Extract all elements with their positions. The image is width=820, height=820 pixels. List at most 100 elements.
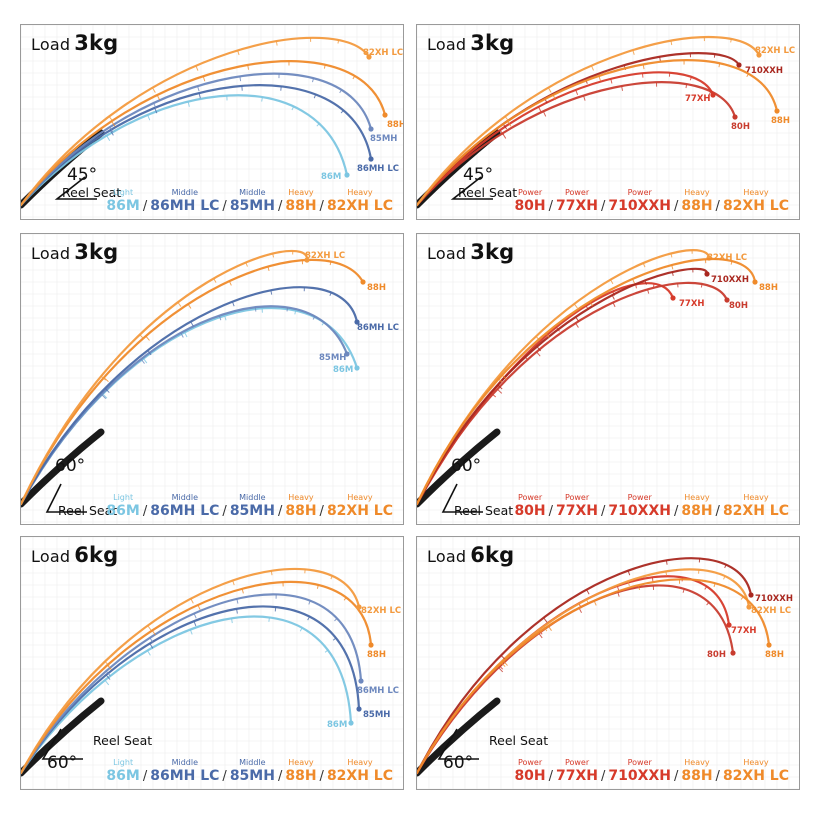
legend-rod-model: 88H [285, 768, 317, 784]
rod-guide-tick [307, 616, 310, 621]
rod-guide-tick [152, 87, 156, 93]
rod-tip-dot [726, 622, 732, 628]
bend-curves-svg: 86M 85MH 86MH LC 88H 82XH LC [21, 537, 403, 789]
legend-power-class: Heavy [743, 188, 769, 197]
legend-separator: / [548, 769, 554, 784]
rod-guide-tick [308, 600, 311, 605]
rod-butt-section [21, 428, 105, 508]
rod-guide-tick [627, 581, 630, 586]
reel-seat-angle-value: 45° [463, 165, 494, 185]
legend-rod-model: 85MH [229, 198, 275, 214]
rod-tip-dot [670, 295, 676, 301]
rod-butt-section [21, 697, 105, 777]
rod-curve-86mh-lc [21, 286, 359, 506]
rod-guide-tick [496, 388, 503, 394]
rod-guide-tick [713, 583, 716, 588]
legend-power-class: Power [627, 758, 652, 767]
rod-guide-tick [294, 310, 297, 315]
rod-curve-80h [417, 81, 737, 207]
rod-legend: Power 80H / Power 77XH / Power 710XXH / Heavy 88H /… [514, 188, 789, 215]
legend-item: Heavy 88H [681, 188, 712, 215]
legend-rod-model: 77XH [556, 768, 599, 784]
legend-item: Heavy 88H [681, 493, 712, 520]
legend-rod-model: 80H [514, 768, 546, 784]
rod-tip-label: 86M [333, 365, 353, 375]
rod-guide-tick [670, 253, 673, 258]
rod-legend: Light 86M / Middle 86MH LC / Middle 85MH / Heavy 8… [106, 493, 393, 520]
rod-guide-tick [536, 351, 541, 357]
rod-guide-tick [147, 650, 151, 656]
rod-guide-tick [193, 621, 197, 627]
legend-rod-model: 82XH LC [722, 768, 789, 784]
rod-guide-tick [316, 123, 320, 127]
rod-guide-tick [598, 75, 602, 82]
legend-separator: / [548, 199, 554, 214]
rod-tip-dot [748, 592, 754, 598]
legend-item: Power 77XH [556, 493, 598, 520]
rod-tip-label: 88H [759, 283, 778, 293]
rod-guide-tick [612, 302, 616, 308]
rod-guide-tick [228, 280, 232, 286]
load-label: Load [31, 547, 71, 566]
legend-separator: / [277, 504, 283, 519]
rod-guide-tick [151, 630, 156, 636]
rod-guide-tick [106, 135, 111, 141]
reel-seat-angle-lines [54, 176, 97, 200]
rod-guide-tick [632, 278, 635, 284]
rod-guide-tick [706, 602, 710, 606]
rod-guide-tick [504, 116, 510, 122]
rod-tip-dot [756, 52, 762, 58]
legend-separator: / [601, 504, 606, 519]
legend-separator: / [142, 199, 148, 214]
rod-guide-tick [189, 629, 193, 635]
rod-guide-tick [236, 598, 239, 604]
bend-panel-p5: 86M 85MH 86MH LC 88H 82XH LC Load 6kg 60° Reel S… [20, 536, 404, 790]
legend-separator: / [673, 769, 679, 784]
rod-guide-tick [247, 64, 250, 70]
rod-guide-tick [330, 575, 333, 580]
rod-guide-tick [575, 322, 579, 328]
legend-power-class: Middle [171, 758, 199, 767]
rod-tip-dot [358, 678, 364, 684]
bend-panel-p3: 86M 85MH 86MH LC 88H 82XH LC Load 3kg 60° Reel S… [20, 233, 404, 525]
rod-tip-dot [348, 720, 354, 726]
rod-curve-86mh-lc [21, 84, 373, 207]
load-value: 6kg [74, 543, 119, 567]
legend-rod-model: 82XH LC [722, 503, 789, 519]
rod-guide-tick [105, 670, 111, 676]
rod-guide-tick [139, 334, 145, 340]
rod-guide-tick [324, 649, 329, 653]
legend-rod-model: 86MH LC [150, 503, 220, 519]
legend-separator: / [222, 199, 227, 214]
background-grid [21, 234, 403, 524]
legend-rod-model: 710XXH [608, 198, 671, 214]
bend-curves-svg: 86M 85MH 86MH LC 88H 82XH LC [21, 234, 403, 524]
reel-seat-angle-lines [450, 176, 493, 200]
legend-power-class: Power [564, 758, 590, 767]
rod-tip-label: 88H [367, 283, 386, 293]
rod-guide-tick [275, 41, 278, 46]
rod-tip-dot [724, 297, 730, 303]
rod-curve-77xh [417, 71, 715, 207]
rod-guide-tick [195, 65, 199, 71]
rod-guide-tick [543, 617, 548, 623]
rod-guide-tick [682, 588, 685, 593]
background-grid [417, 537, 799, 789]
rod-tip-dot [344, 172, 350, 178]
reel-seat-label: Reel Seat [489, 733, 549, 748]
legend-separator: / [319, 199, 324, 214]
rod-guide-tick [730, 38, 732, 43]
legend-item: Heavy 82XH LC [327, 493, 393, 520]
rod-guide-tick [156, 94, 161, 101]
rod-guide-tick [316, 584, 319, 589]
legend-separator: / [601, 199, 606, 214]
legend-item: Heavy 88H [285, 493, 316, 520]
legend-separator: / [277, 769, 283, 784]
rod-guide-tick [237, 50, 240, 56]
rod-tip-dot [732, 114, 738, 120]
legend-power-class: Heavy [347, 188, 373, 197]
rod-guide-tick [231, 618, 233, 624]
rod-guide-tick [245, 262, 248, 267]
rod-curve-82xh-lc [21, 567, 361, 775]
rod-guide-tick [241, 588, 244, 594]
